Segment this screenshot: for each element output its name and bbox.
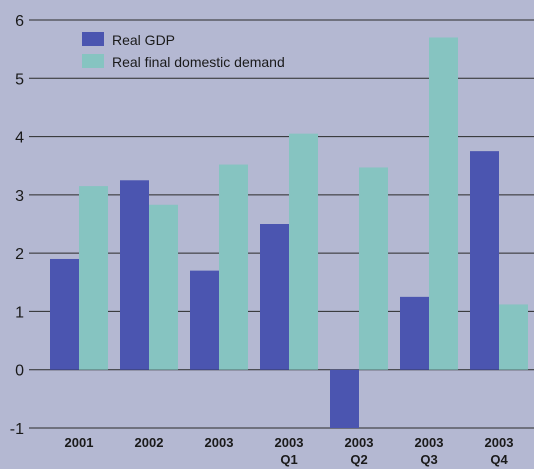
bar-real-final-domestic-demand xyxy=(359,167,388,370)
bar-real-gdp xyxy=(260,224,289,370)
bar-real-final-domestic-demand xyxy=(219,164,248,370)
bar-real-final-domestic-demand xyxy=(499,304,528,370)
bar-real-gdp xyxy=(190,270,219,370)
bar-real-final-domestic-demand xyxy=(289,133,318,370)
x-tick-label: 2003 xyxy=(205,435,234,450)
legend-label-real-gdp: Real GDP xyxy=(112,32,175,48)
y-tick-label: 4 xyxy=(15,130,24,147)
x-tick-label: Q1 xyxy=(280,452,297,467)
bar-real-gdp xyxy=(330,369,359,428)
bar-real-final-domestic-demand xyxy=(149,204,178,370)
x-tick-label: 2003 xyxy=(345,435,374,450)
y-tick-label: 5 xyxy=(15,71,24,88)
y-tick-label: 6 xyxy=(15,13,24,30)
bar-real-gdp xyxy=(120,180,149,370)
x-tick-label: Q4 xyxy=(490,452,508,467)
x-tick-label: 2002 xyxy=(135,435,164,450)
bar-real-gdp xyxy=(400,296,429,370)
bar-real-gdp xyxy=(50,258,79,370)
bar-real-gdp xyxy=(470,151,499,370)
y-tick-label: -1 xyxy=(10,421,24,438)
legend: Real GDP Real final domestic demand xyxy=(82,32,285,70)
legend-swatch-real-gdp xyxy=(82,32,104,46)
x-tick-label: Q3 xyxy=(420,452,437,467)
y-tick-label: 1 xyxy=(15,304,24,321)
y-tick-label: 2 xyxy=(15,246,24,263)
x-tick-label: 2001 xyxy=(65,435,94,450)
x-axis-category-labels: 2001 2002 2003 2003 Q1 2003 Q2 2003 Q3 2003 Q4 xyxy=(65,435,514,467)
y-tick-label: 3 xyxy=(15,188,24,205)
bar-real-final-domestic-demand xyxy=(429,37,458,370)
bars xyxy=(50,37,528,428)
y-axis-ticks: -1 0 1 2 3 4 5 6 xyxy=(10,13,24,438)
legend-label-real-final-domestic-demand: Real final domestic demand xyxy=(112,54,285,70)
bar-real-final-domestic-demand xyxy=(79,186,108,370)
y-tick-label: 0 xyxy=(15,363,24,380)
legend-swatch-real-final-domestic-demand xyxy=(82,54,104,68)
x-tick-label: Q2 xyxy=(350,452,367,467)
x-tick-label: 2003 xyxy=(415,435,444,450)
x-tick-label: 2003 xyxy=(485,435,514,450)
x-tick-label: 2003 xyxy=(275,435,304,450)
